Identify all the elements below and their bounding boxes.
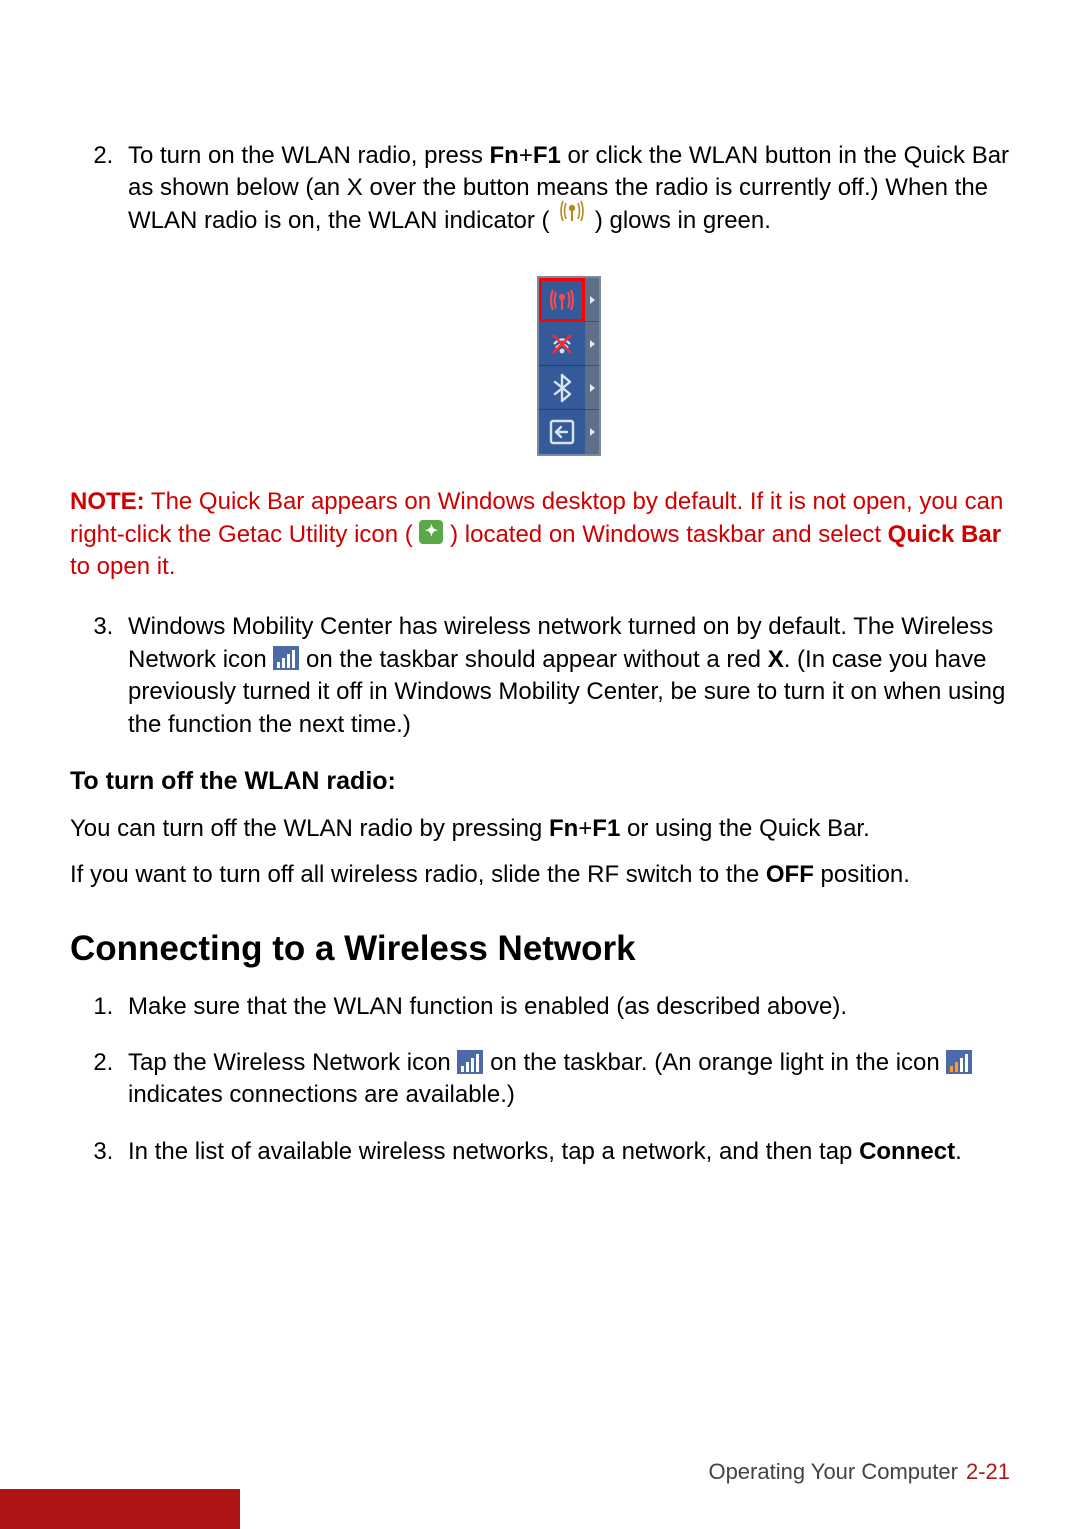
connect-step-1: Make sure that the WLAN function is enab… [120,991,1010,1023]
getac-utility-icon: ✦ [419,520,443,544]
p1-text-2: or using the Quick Bar. [620,815,869,842]
c3-text-2: . [955,1138,962,1165]
quickbar-figure [128,276,1010,456]
c3-connect: Connect [859,1138,955,1165]
paragraph-rfswitch: If you want to turn off all wireless rad… [70,859,1010,891]
step-2-text-3: ) glows in green. [588,207,771,234]
note-label: NOTE: [70,488,145,515]
note-block: NOTE: The Quick Bar appears on Windows d… [70,486,1010,583]
step-2-text-1: To turn on the WLAN radio, press [128,142,490,169]
connect-step-3: In the list of available wireless networ… [120,1136,1010,1168]
c2-text-1: Tap the Wireless Network icon [128,1049,457,1076]
c2-text-3: indicates connections are available.) [128,1081,515,1108]
step-2: To turn on the WLAN radio, press Fn+F1 o… [120,140,1010,456]
footer-page-number: 2-21 [966,1459,1010,1485]
p1-f1: F1 [592,815,620,842]
c2-text-2: on the taskbar. (An orange light in the … [483,1049,946,1076]
quickbar-wwan-button[interactable] [539,322,585,366]
page-content: To turn on the WLAN radio, press Fn+F1 o… [0,0,1080,1168]
p2-off: OFF [766,861,814,888]
wireless-network-icon [457,1050,483,1074]
note-quickbar: Quick Bar [888,521,1001,548]
c3-text-1: In the list of available wireless networ… [128,1138,859,1165]
p1-text-1: You can turn off the WLAN radio by press… [70,815,549,842]
key-fn: Fn [490,142,519,169]
quickbar [537,276,601,456]
footer-accent-bar [0,1489,240,1529]
key-plus: + [519,142,533,169]
quickbar-expand-1[interactable] [585,278,599,322]
p2-text-1: If you want to turn off all wireless rad… [70,861,766,888]
quickbar-expand-3[interactable] [585,366,599,410]
note-text-2: ) located on Windows taskbar and select [443,521,887,548]
key-f1: F1 [533,142,561,169]
instruction-list-cont: Windows Mobility Center has wireless net… [70,611,1010,741]
quickbar-login-button[interactable] [539,410,585,454]
quickbar-wlan-button[interactable] [539,278,585,322]
page-footer: Operating Your Computer 2-21 [0,1455,1080,1489]
note-text-3: to open it. [70,553,175,580]
connect-list: Make sure that the WLAN function is enab… [70,991,1010,1169]
quickbar-expand-4[interactable] [585,410,599,454]
step-3-text-2: on the taskbar should appear without a r… [299,646,767,673]
wlan-indicator-icon [556,199,588,232]
connect-step-2: Tap the Wireless Network icon on the tas… [120,1047,1010,1112]
footer-section: Operating Your Computer [708,1459,958,1485]
quickbar-bluetooth-button[interactable] [539,366,585,410]
quickbar-expand-2[interactable] [585,322,599,366]
step-3-x: X [768,646,784,673]
paragraph-turnoff: You can turn off the WLAN radio by press… [70,813,1010,845]
step-3: Windows Mobility Center has wireless net… [120,611,1010,741]
instruction-list: To turn on the WLAN radio, press Fn+F1 o… [70,140,1010,456]
wireless-network-icon [273,646,299,670]
subheading-turn-off: To turn off the WLAN radio: [70,765,1010,799]
c1-text: Make sure that the WLAN function is enab… [128,993,847,1020]
p1-plus: + [578,815,592,842]
p2-text-2: position. [814,861,910,888]
p1-fn: Fn [549,815,578,842]
heading-connecting: Connecting to a Wireless Network [70,925,1010,972]
wireless-network-available-icon [946,1050,972,1074]
